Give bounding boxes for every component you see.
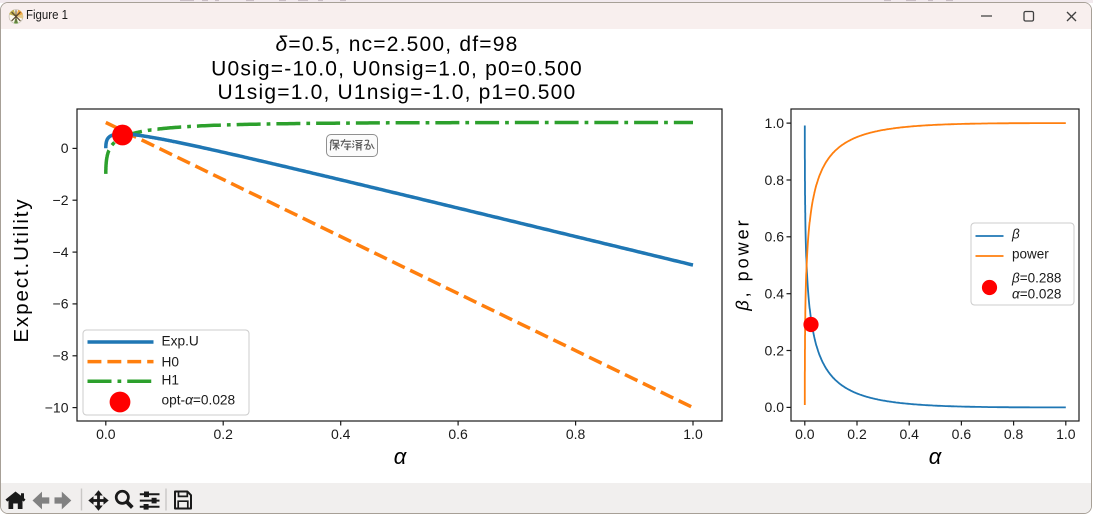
svg-text:0.6: 0.6	[448, 426, 468, 442]
svg-text:0.4: 0.4	[765, 286, 785, 302]
svg-text:0.8: 0.8	[566, 426, 586, 442]
svg-text:0.2: 0.2	[213, 426, 233, 442]
svg-text:0: 0	[61, 140, 69, 156]
svg-text:H1: H1	[162, 373, 180, 388]
svg-text:1.0: 1.0	[683, 426, 703, 442]
svg-text:0.0: 0.0	[795, 426, 815, 442]
svg-text:−10: −10	[45, 399, 69, 415]
svg-text:0.6: 0.6	[952, 426, 972, 442]
svg-text:U1sig=1.0, U1nsig=-1.0, p1=0.5: U1sig=1.0, U1nsig=-1.0, p1=0.500	[218, 81, 577, 104]
svg-text:0.6: 0.6	[765, 229, 785, 245]
svg-text:H0: H0	[162, 354, 180, 369]
svg-text:0.2: 0.2	[847, 426, 867, 442]
svg-text:β: β	[1011, 227, 1020, 242]
svg-text:0.2: 0.2	[765, 342, 785, 358]
svg-text:0.0: 0.0	[96, 426, 116, 442]
svg-text:U0sig=-10.0, U0nsig=1.0, p0=0.: U0sig=-10.0, U0nsig=1.0, p0=0.500	[211, 58, 583, 81]
svg-text:0.8: 0.8	[765, 172, 785, 188]
svg-text:Exp.U: Exp.U	[162, 334, 199, 349]
svg-text:−4: −4	[53, 244, 69, 260]
svg-text:−6: −6	[53, 296, 69, 312]
svg-text:1.0: 1.0	[1056, 426, 1076, 442]
svg-text:δ=0.5, nc=2.500, df=98: δ=0.5, nc=2.500, df=98	[276, 33, 519, 56]
svg-text:opt-α=0.028: opt-α=0.028	[162, 393, 236, 408]
svg-text:β=0.288: β=0.288	[1011, 271, 1061, 286]
svg-text:0.4: 0.4	[899, 426, 919, 442]
svg-text:−2: −2	[53, 192, 69, 208]
svg-text:α: α	[394, 444, 408, 469]
svg-text:Expect.Utility: Expect.Utility	[10, 197, 33, 342]
svg-text:0.0: 0.0	[765, 399, 785, 415]
svg-text:α=0.028: α=0.028	[1012, 287, 1061, 302]
svg-text:−8: −8	[53, 348, 69, 364]
svg-text:α: α	[929, 444, 943, 469]
svg-text:1.0: 1.0	[765, 115, 785, 131]
svg-text:0.8: 0.8	[1004, 426, 1024, 442]
svg-text:0.4: 0.4	[331, 426, 351, 442]
svg-text:power: power	[1012, 247, 1049, 262]
svg-text:β, power: β, power	[733, 217, 753, 311]
